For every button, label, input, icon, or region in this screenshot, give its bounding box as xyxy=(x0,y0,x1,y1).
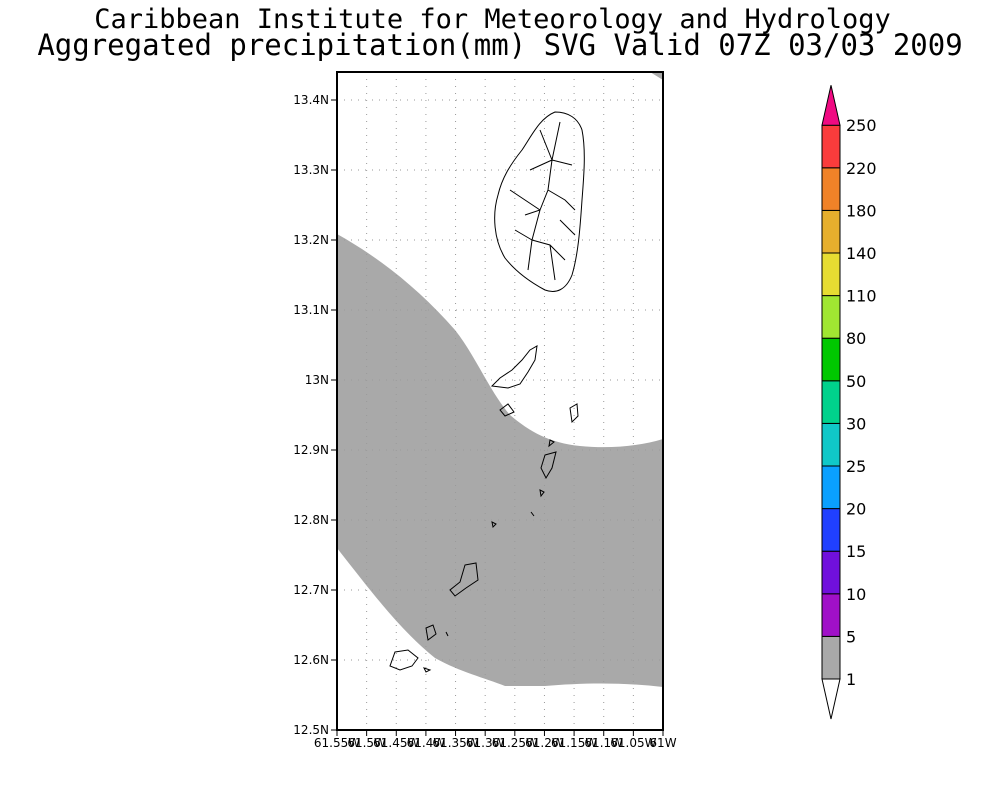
legend-swatch xyxy=(821,422,841,467)
legend-under-arrow xyxy=(821,678,841,720)
legend-label: 180 xyxy=(846,201,877,220)
x-tick-label: 61W xyxy=(649,736,676,750)
saint-vincent-island xyxy=(494,111,585,292)
x-tick-label: 61.05W xyxy=(610,736,656,750)
legend-over-arrow xyxy=(821,85,841,126)
legend-label: 5 xyxy=(846,627,856,646)
legend-swatch xyxy=(821,635,841,680)
x-tick-label: 61.1W xyxy=(584,736,623,750)
legend-swatch xyxy=(821,124,841,169)
legend-label: 15 xyxy=(846,542,866,561)
legend-label: 140 xyxy=(846,244,877,263)
y-tick-label: 13N xyxy=(305,373,329,387)
legend-swatch xyxy=(821,167,841,211)
x-tick-label: 61.5W xyxy=(347,736,386,750)
x-tick-label: 61.55W xyxy=(314,736,360,750)
legend-label: 25 xyxy=(846,457,866,476)
y-tick-label: 12.9N xyxy=(293,443,329,457)
x-tick-label: 61.15W xyxy=(551,736,597,750)
legend-swatch xyxy=(821,593,841,637)
legend-swatch xyxy=(821,295,841,339)
legend-label: 10 xyxy=(846,585,866,604)
y-tick-label: 12.8N xyxy=(293,513,329,527)
y-tick-label: 12.5N xyxy=(293,723,329,737)
x-tick-label: 61.3W xyxy=(466,736,505,750)
legend-swatch xyxy=(821,337,841,382)
y-tick-label: 13.1N xyxy=(293,303,329,317)
x-tick-label: 61.2W xyxy=(525,736,564,750)
grenadines-islands xyxy=(389,345,579,673)
legend-label: 30 xyxy=(846,414,866,433)
y-tick-label: 13.4N xyxy=(293,93,329,107)
legend-swatch xyxy=(821,508,841,552)
legend-label: 1 xyxy=(846,670,856,689)
legend-label: 20 xyxy=(846,500,866,519)
grid-lines xyxy=(337,72,663,730)
x-tick-label: 61.25W xyxy=(492,736,538,750)
y-tick-label: 12.6N xyxy=(293,653,329,667)
y-tick-label: 12.7N xyxy=(293,583,329,597)
chart-title: Caribbean Institute for Meteorology and … xyxy=(94,4,891,35)
x-tick-label: 61.45W xyxy=(373,736,419,750)
precipitation-corner xyxy=(650,72,663,80)
precipitation-band xyxy=(337,234,663,687)
legend-label: 110 xyxy=(846,287,877,306)
legend-label: 50 xyxy=(846,372,866,391)
map-frame xyxy=(336,71,664,731)
x-tick-label: 61.4W xyxy=(407,736,446,750)
legend-label: 250 xyxy=(846,116,877,135)
legend-label: 80 xyxy=(846,329,866,348)
legend-swatch xyxy=(821,252,841,297)
legend-swatch xyxy=(821,465,841,510)
legend-swatch xyxy=(821,209,841,254)
legend-swatch xyxy=(821,380,841,424)
legend-swatch xyxy=(821,550,841,595)
x-tick-label: 61.35W xyxy=(432,736,478,750)
chart-subtitle: Aggregated precipitation(mm) SVG Valid 0… xyxy=(37,28,963,62)
legend-label: 220 xyxy=(846,159,877,178)
y-tick-label: 13.3N xyxy=(293,163,329,177)
y-tick-label: 13.2N xyxy=(293,233,329,247)
